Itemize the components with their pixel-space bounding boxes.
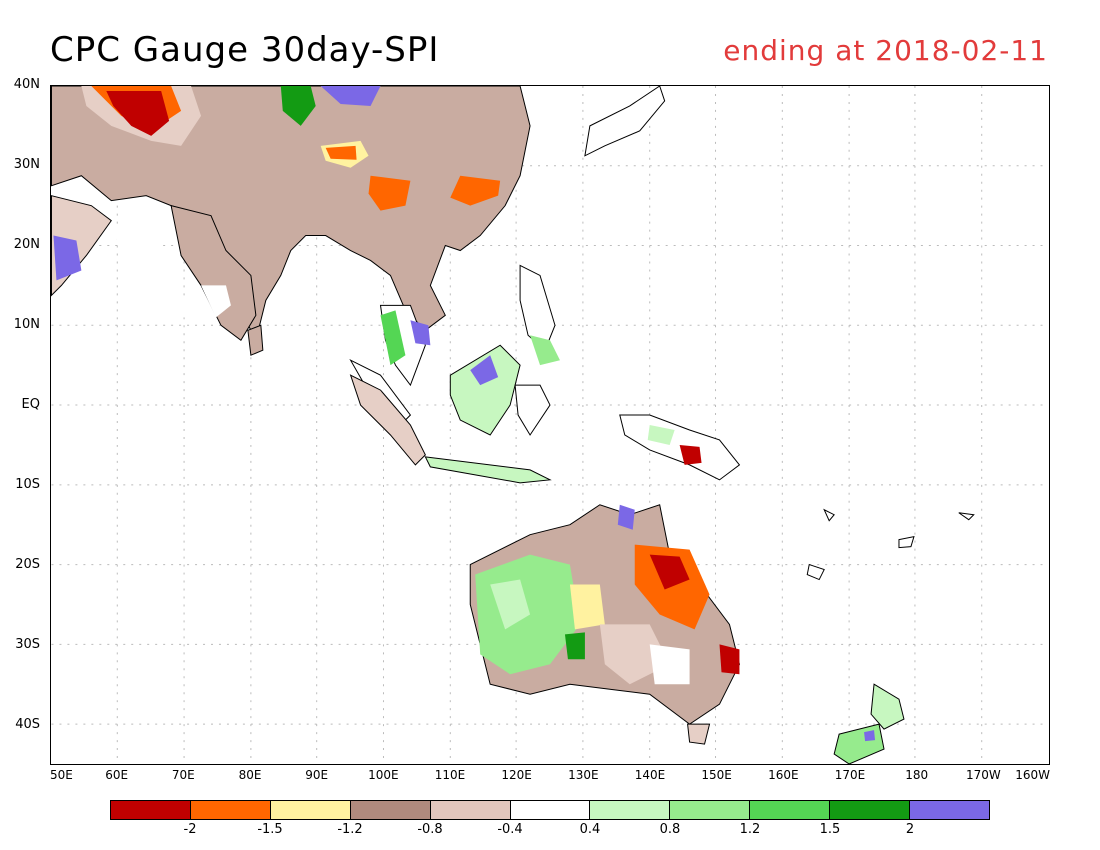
pacific-islands <box>806 508 975 581</box>
ending-date: ending at 2018-02-11 <box>723 34 1048 67</box>
longitude-label: 130E <box>568 768 599 782</box>
spi-map <box>50 85 1050 765</box>
legend-label: -2 <box>183 822 197 837</box>
legend-swatch <box>430 801 511 819</box>
india-landmass <box>170 204 264 356</box>
legend-swatch <box>670 801 751 819</box>
longitude-label: 160E <box>768 768 799 782</box>
latitude-label: 30N <box>13 157 40 172</box>
legend-label: -1.2 <box>337 822 363 837</box>
indonesia-landmass <box>349 344 552 484</box>
legend-swatch <box>830 801 911 819</box>
legend-swatch <box>190 801 271 819</box>
longitude-label: 170E <box>834 768 866 782</box>
new-guinea-landmass <box>619 414 741 481</box>
legend-swatch <box>270 801 351 819</box>
longitude-label: 100E <box>368 768 399 782</box>
legend-label: 0.8 <box>659 822 681 837</box>
latitude-label: 40S <box>15 717 40 732</box>
map-title: CPC Gauge 30day-SPI <box>50 30 440 70</box>
legend-swatch <box>590 801 671 819</box>
legend-labels: -2 -1.5 -1.2 -0.8 -0.4 0.4 0.8 1.2 1.5 2 <box>110 822 990 842</box>
longitude-label: 110E <box>434 768 466 782</box>
legend-label: 1.5 <box>819 822 841 837</box>
longitude-axis: 50E 60E 70E 80E 90E 100E 110E 120E 130E 140E 150E 1… <box>50 768 1050 788</box>
legend-swatch <box>111 801 191 819</box>
legend-swatch <box>510 801 591 819</box>
legend-label: -0.8 <box>417 822 443 837</box>
legend-label: -1.5 <box>257 822 283 837</box>
longitude-label: 120E <box>501 768 532 782</box>
legend-label: 0.4 <box>579 822 601 837</box>
longitude-label: 90E <box>305 768 329 782</box>
japan-landmass <box>584 86 666 157</box>
arabia-wet-patch <box>53 235 82 281</box>
australia-landmass <box>469 504 740 745</box>
longitude-label: 50E <box>50 768 73 782</box>
longitude-label: 140E <box>634 768 666 782</box>
latitude-label: 40N <box>13 77 40 92</box>
legend-swatch <box>910 801 989 819</box>
legend-label: -0.4 <box>497 822 523 837</box>
latitude-label: 20N <box>13 237 40 252</box>
legend-label: 1.2 <box>739 822 761 837</box>
color-legend: -2 -1.5 -1.2 -0.8 -0.4 0.4 0.8 1.2 1.5 2 <box>110 800 990 837</box>
asia-landmass <box>51 86 531 342</box>
new-zealand-landmass <box>833 683 905 764</box>
latitude-label: 30S <box>15 637 40 652</box>
longitude-label: 180 <box>905 768 929 782</box>
latitude-label: EQ <box>21 397 40 412</box>
legend-label: 2 <box>905 822 915 837</box>
longitude-label: 150E <box>701 768 732 782</box>
latitude-label: 10N <box>13 317 40 332</box>
legend-swatch <box>750 801 831 819</box>
longitude-label: 170W <box>965 768 1001 782</box>
longitude-label: 160W <box>1015 768 1050 782</box>
latitude-axis: 40N 30N 20N 10N EQ 10S 20S 30S 40S <box>0 77 48 765</box>
longitude-label: 80E <box>238 768 262 782</box>
longitude-label: 70E <box>171 768 195 782</box>
legend-color-bar <box>110 800 990 820</box>
latitude-label: 10S <box>15 477 40 492</box>
latitude-label: 20S <box>15 557 40 572</box>
longitude-label: 60E <box>105 768 129 782</box>
philippines-landmass <box>519 264 560 366</box>
legend-swatch <box>350 801 431 819</box>
